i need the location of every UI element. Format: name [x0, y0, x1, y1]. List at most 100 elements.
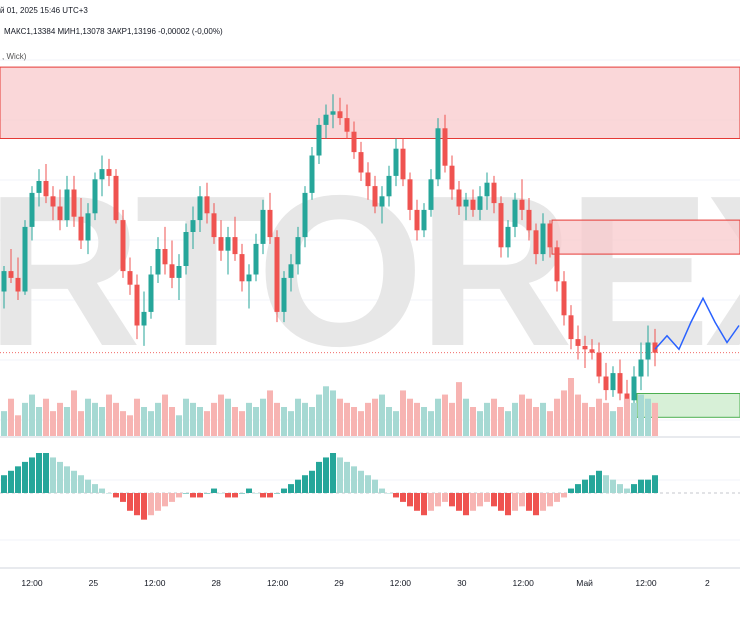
- volume-bar: [281, 407, 287, 436]
- candle-body: [134, 284, 140, 326]
- volume-bar: [344, 402, 350, 436]
- oscillator-bar: [617, 484, 623, 493]
- candle-body: [526, 209, 532, 231]
- oscillator-bar: [631, 484, 637, 493]
- candle-body: [155, 249, 161, 275]
- candle-body: [547, 223, 553, 248]
- volume-bar: [8, 398, 14, 436]
- oscillator-bar: [120, 493, 126, 502]
- oscillator-bar: [568, 488, 574, 493]
- oscillator-bar: [78, 475, 84, 493]
- candle-body: [316, 124, 322, 156]
- candle-body: [386, 175, 392, 197]
- volume-bar: [148, 411, 154, 436]
- oscillator-bar: [225, 493, 231, 498]
- oscillator-bar: [29, 457, 35, 493]
- volume-bar: [134, 398, 140, 436]
- candle-body: [176, 266, 182, 278]
- oscillator-bar: [85, 479, 91, 493]
- oscillator-bar: [400, 493, 406, 502]
- oscillator-bar: [127, 493, 133, 511]
- oscillator-bar: [386, 493, 392, 494]
- candle-body: [127, 271, 133, 285]
- oscillator-bar: [8, 470, 14, 493]
- oscillator-bar: [36, 453, 42, 493]
- candle-body: [407, 179, 413, 210]
- candle-body: [505, 226, 511, 248]
- candle-body: [274, 237, 280, 312]
- oscillator-bar: [575, 484, 581, 493]
- volume-bar: [456, 382, 462, 436]
- volume-bar: [540, 402, 546, 436]
- volume-bar: [120, 411, 126, 436]
- volume-bar: [491, 398, 497, 436]
- oscillator-bar: [197, 493, 203, 498]
- volume-bar: [449, 402, 455, 436]
- oscillator-bar: [456, 493, 462, 511]
- volume-bar: [631, 402, 637, 436]
- volume-bar: [547, 411, 553, 436]
- candle-body: [652, 342, 658, 353]
- candle-body: [1, 271, 7, 292]
- volume-bar: [379, 394, 385, 436]
- candle-body: [589, 349, 595, 353]
- oscillator-bar: [358, 470, 364, 493]
- candle-body: [463, 199, 469, 207]
- oscillator-bar: [148, 493, 154, 516]
- volume-bar: [358, 411, 364, 436]
- oscillator-bar: [15, 466, 21, 493]
- oscillator-bar: [610, 479, 616, 493]
- volume-bar: [414, 402, 420, 436]
- oscillator-bar: [484, 493, 490, 502]
- oscillator-bar: [330, 453, 336, 493]
- volume-bar: [561, 390, 567, 436]
- volume-bar: [239, 411, 245, 436]
- oscillator-bar: [547, 493, 553, 507]
- volume-bar: [253, 407, 259, 436]
- candle-body: [645, 342, 651, 360]
- volume-bar: [589, 407, 595, 436]
- study-label: , Wick): [2, 52, 27, 61]
- volume-bar: [484, 402, 490, 436]
- oscillator-bar: [253, 493, 259, 494]
- volume-bar: [582, 402, 588, 436]
- candle-body: [232, 237, 238, 255]
- candle-body: [29, 192, 35, 227]
- candle-body: [148, 274, 154, 312]
- volume-bar: [127, 415, 133, 436]
- volume-bar: [575, 394, 581, 436]
- x-tick-label: 29: [334, 578, 344, 588]
- oscillator-bar: [428, 493, 434, 511]
- oscillator-bar: [246, 488, 252, 493]
- volume-bar: [442, 394, 448, 436]
- candle-body: [141, 311, 147, 326]
- oscillator-bar: [302, 475, 308, 493]
- x-tick-label: 30: [457, 578, 467, 588]
- candle-body: [330, 111, 336, 115]
- oscillator-bar: [274, 493, 280, 494]
- volume-bar: [246, 402, 252, 436]
- candle-body: [582, 345, 588, 350]
- candle-body: [421, 209, 427, 231]
- candle-body: [8, 271, 14, 278]
- volume-bar: [43, 398, 49, 436]
- volume-bar: [36, 407, 42, 436]
- candle-body: [120, 220, 126, 272]
- oscillator-bar: [309, 470, 315, 493]
- candle-body: [435, 128, 441, 180]
- volume-bar: [85, 398, 91, 436]
- oscillator-bar: [211, 488, 217, 493]
- supply-zone: [551, 219, 740, 255]
- candle-body: [57, 206, 63, 221]
- oscillator-bar: [554, 493, 560, 502]
- volume-bar: [302, 402, 308, 436]
- candle-body: [337, 111, 343, 119]
- oscillator-bar: [106, 493, 112, 494]
- oscillator-bar: [372, 479, 378, 493]
- volume-bar: [421, 407, 427, 436]
- volume-bar: [64, 407, 70, 436]
- oscillator-bar: [22, 461, 28, 493]
- candle-body: [624, 393, 630, 401]
